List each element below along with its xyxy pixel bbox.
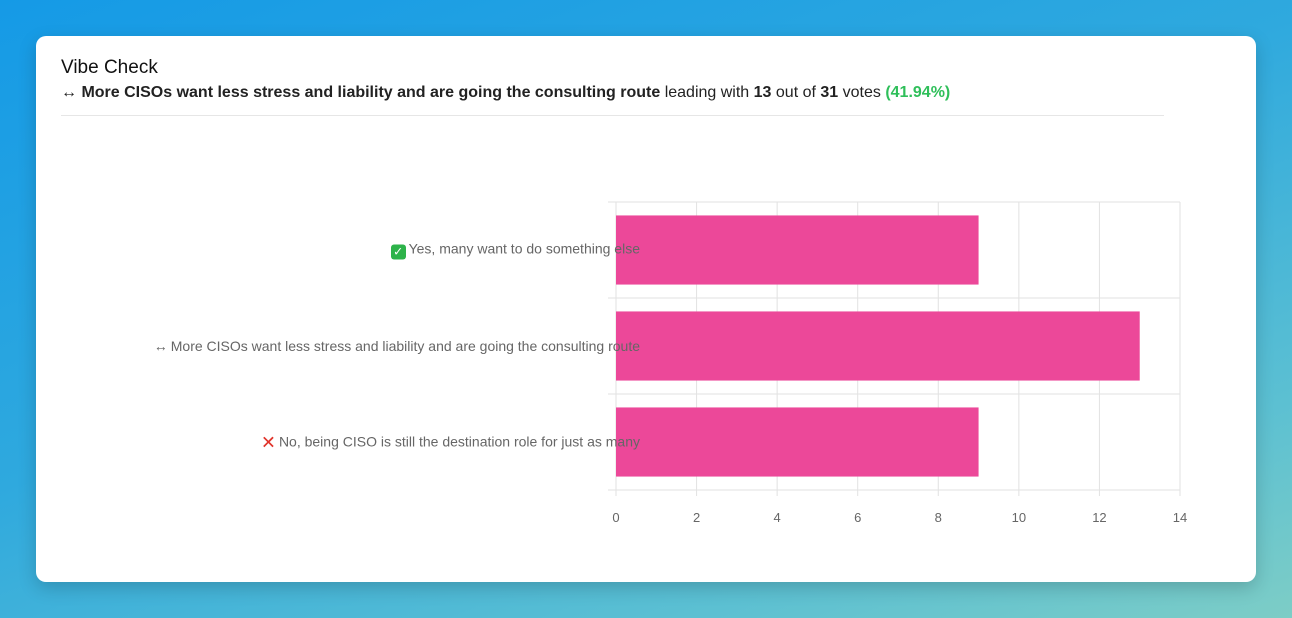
cross-mark-icon: ✕ — [260, 432, 276, 453]
bar-3 — [616, 407, 979, 477]
poll-title: Vibe Check — [61, 57, 158, 78]
category-label-text: No, being CISO is still the destination … — [278, 433, 640, 450]
category-label: ↔ More CISOs want less stress and liabili… — [154, 338, 640, 354]
leading-percent: (41.94%) — [885, 84, 951, 101]
check-mark-button-icon: ✓ — [390, 244, 406, 260]
category-label-text: More CISOs want less stress and liabilit… — [170, 338, 640, 354]
x-tick-label: 6 — [854, 510, 861, 525]
votes-text: votes — [842, 84, 881, 101]
x-tick-label: 10 — [1012, 510, 1026, 525]
x-tick-label: 8 — [935, 510, 942, 525]
bar-2 — [616, 311, 1140, 381]
left-right-arrow-icon: ↔ — [61, 84, 77, 101]
x-tick-label: 2 — [693, 510, 700, 525]
poll-summary: ↔ More CISOs want less stress and liabil… — [61, 84, 950, 102]
category-label: ✓ Yes, many want to do something else — [390, 240, 640, 260]
divider — [61, 115, 1164, 116]
leading-option-text: More CISOs want less stress and liabilit… — [81, 84, 661, 101]
leading-with-text: leading with — [664, 84, 750, 101]
x-tick-label: 14 — [1173, 510, 1187, 525]
out-of-text: out of — [775, 84, 816, 101]
leading-votes: 13 — [753, 84, 772, 101]
x-tick-label: 12 — [1092, 510, 1106, 525]
x-tick-label: 0 — [612, 510, 619, 525]
left-right-arrow-icon: ↔ — [153, 338, 168, 354]
category-label: ✕ No, being CISO is still the destination… — [260, 432, 640, 453]
x-tick-label: 4 — [774, 510, 781, 525]
total-votes: 31 — [820, 84, 839, 101]
category-label-text: Yes, many want to do something else — [408, 240, 640, 257]
poll-card — [36, 36, 1256, 582]
bar-1 — [616, 215, 979, 285]
